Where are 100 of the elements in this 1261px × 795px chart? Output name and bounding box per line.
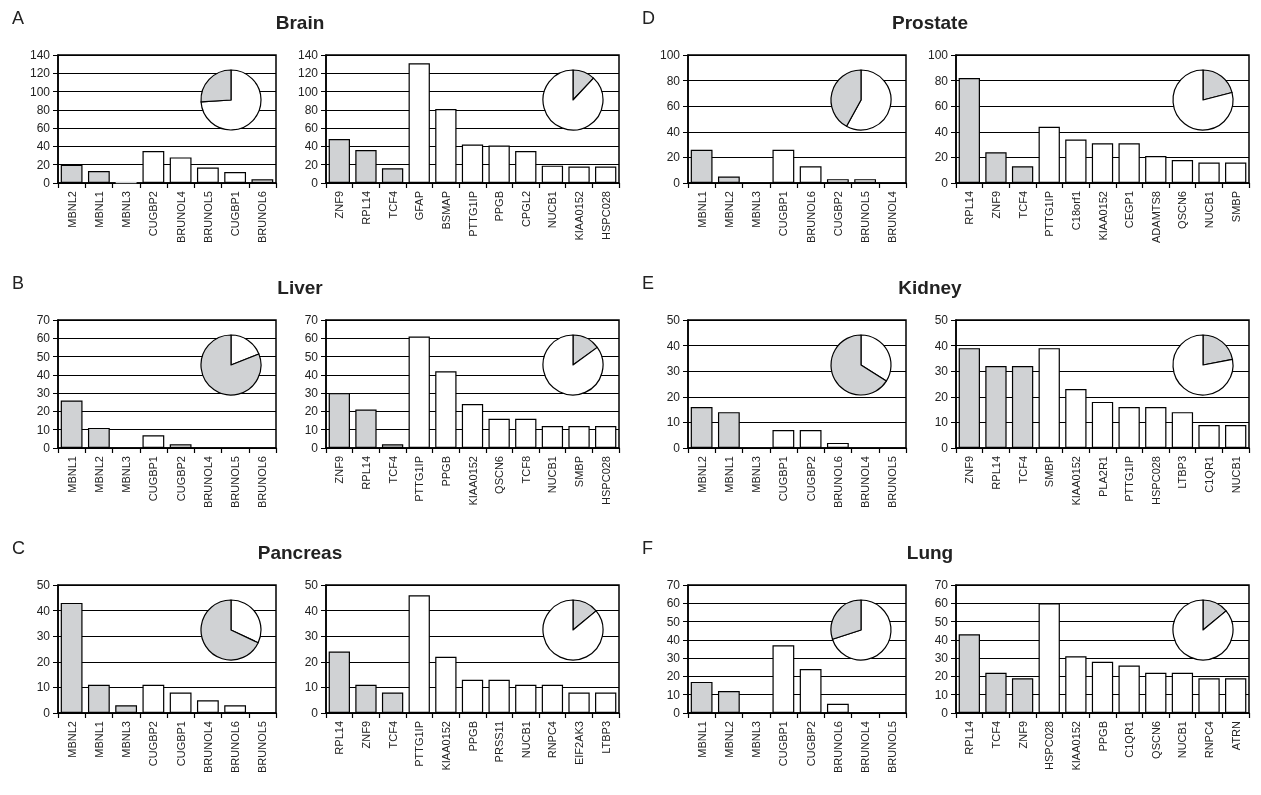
x-tick-label: MBNL2 [722, 191, 735, 228]
x-tick-label: RPL14 [963, 191, 976, 225]
x-tick-label: BRUNOL5 [886, 721, 899, 773]
x-tick-label: KIAA0152 [466, 456, 479, 506]
y-tick-label: 10 [36, 422, 51, 437]
x-tick-label: MBNL3 [750, 721, 763, 758]
y-tick-label: 40 [934, 338, 949, 353]
y-tick-label: 40 [36, 139, 51, 154]
x-tick-label: PPGB [1096, 721, 1109, 752]
y-tick-label: 20 [666, 150, 681, 165]
x-tick-label: PTTG1IP [1043, 191, 1056, 237]
x-tick-label: MBNL2 [92, 456, 105, 493]
x-tick-label: C1QR1 [1123, 721, 1136, 758]
y-tick-label: 0 [673, 176, 681, 190]
x-tick-label: KIAA0152 [439, 721, 452, 771]
text: E [642, 273, 655, 294]
text: C [12, 538, 25, 559]
x-tick-label: ZNF9 [333, 456, 346, 484]
x-tick-label: TCF4 [1016, 191, 1029, 219]
y-tick-label: 0 [311, 706, 319, 720]
x-tick-label: PTTG1IP [1123, 456, 1136, 502]
y-tick-label: 40 [666, 632, 681, 647]
y-tick-label: 60 [36, 121, 51, 136]
y-tick-label: 10 [36, 680, 51, 695]
y-tick-label: 100 [29, 84, 51, 99]
x-tick-label: HSPC028 [1043, 721, 1056, 770]
y-tick-label: 80 [304, 102, 319, 117]
x-tick-label: EIF2AK3 [573, 721, 586, 766]
x-tick-label: PTTG1IP [413, 721, 426, 767]
y-tick-label: 20 [304, 157, 319, 172]
x-tick-label: TCF4 [989, 721, 1002, 749]
y-tick-label: 0 [311, 441, 319, 455]
x-tick-label: MBNL1 [695, 191, 708, 228]
x-tick-label: KIAA0152 [573, 191, 586, 241]
x-tick-label: ZNF9 [963, 456, 976, 484]
x-tick-label: MBNL1 [92, 721, 105, 758]
y-tick-label: 40 [304, 367, 319, 382]
x-tick-label: NUCB1 [546, 456, 559, 494]
x-tick-label: NUCB1 [1176, 721, 1189, 759]
y-tick-label: 0 [673, 441, 681, 455]
x-tick-label: LTBP3 [599, 721, 612, 754]
x-tick-label: BRUNOL6 [229, 721, 242, 773]
y-tick-label: 20 [304, 654, 319, 669]
x-tick-label: CUGBP1 [229, 191, 242, 237]
x-tick-label: MBNL3 [750, 191, 763, 228]
y-tick-label: 100 [659, 48, 681, 62]
chart-title: Kidney [897, 277, 963, 299]
y-tick-label: 60 [934, 99, 949, 114]
x-tick-label: HSPC028 [599, 191, 612, 240]
x-tick-label: BRUNOL6 [831, 721, 844, 773]
x-tick-label: BRUNOL6 [256, 456, 269, 508]
y-tick-label: 30 [36, 629, 51, 644]
y-tick-label: 100 [927, 48, 949, 62]
text: B [12, 273, 25, 294]
x-tick-label: CEGP1 [1123, 191, 1136, 229]
y-tick-label: 20 [36, 157, 51, 172]
y-tick-label: 50 [666, 614, 681, 629]
x-tick-label: ZNF9 [989, 191, 1002, 219]
y-tick-label: 80 [36, 102, 51, 117]
x-tick-label: NUCB1 [1229, 456, 1242, 494]
x-tick-label: MBNL1 [722, 456, 735, 493]
y-tick-label: 60 [934, 596, 949, 611]
y-tick-label: 10 [666, 415, 681, 430]
x-tick-label: MBNL1 [65, 456, 78, 493]
y-tick-label: 60 [36, 331, 51, 346]
x-tick-label: BRUNOL5 [201, 191, 214, 243]
x-tick-label: BRUNOL6 [804, 191, 817, 243]
x-tick-label: BRUNOL4 [886, 191, 899, 243]
y-tick-label: 40 [36, 603, 51, 618]
y-tick-label: 30 [666, 651, 681, 666]
x-tick-label: CUGBP1 [174, 721, 187, 767]
x-tick-label: QSCN6 [1176, 191, 1189, 229]
x-tick-label: CUGBP1 [147, 456, 160, 502]
x-tick-label: PPGB [493, 191, 506, 222]
y-tick-label: 60 [304, 121, 319, 136]
x-tick-label: MBNL2 [65, 721, 78, 758]
x-tick-label: ATRN [1229, 720, 1242, 751]
y-tick-label: 140 [297, 48, 319, 62]
x-tick-label: PTTG1IP [413, 456, 426, 502]
y-tick-label: 30 [36, 386, 51, 401]
x-tick-label: BRUNOL5 [256, 721, 269, 773]
x-tick-label: SMBP [1229, 191, 1242, 223]
y-tick-label: 40 [304, 139, 319, 154]
x-tick-label: BRUNOL4 [201, 721, 214, 773]
x-tick-label: CUGBP2 [147, 191, 160, 237]
y-tick-label: 50 [666, 313, 681, 327]
y-tick-label: 70 [36, 313, 51, 327]
y-tick-label: 0 [673, 706, 681, 720]
x-tick-label: BRUNOL6 [831, 456, 844, 508]
x-tick-label: ZNF9 [333, 191, 346, 219]
y-tick-label: 140 [29, 48, 51, 62]
y-tick-label: 40 [666, 338, 681, 353]
x-tick-label: CUGBP2 [804, 721, 817, 767]
y-tick-label: 30 [934, 651, 949, 666]
x-tick-label: C18orf1 [1069, 191, 1082, 231]
x-tick-label: TCF4 [386, 721, 399, 749]
x-tick-label: SMBP [573, 456, 586, 488]
y-tick-label: 70 [666, 578, 681, 592]
x-tick-label: CUGBP1 [777, 721, 790, 767]
x-tick-label: BRUNOL4 [859, 456, 872, 508]
